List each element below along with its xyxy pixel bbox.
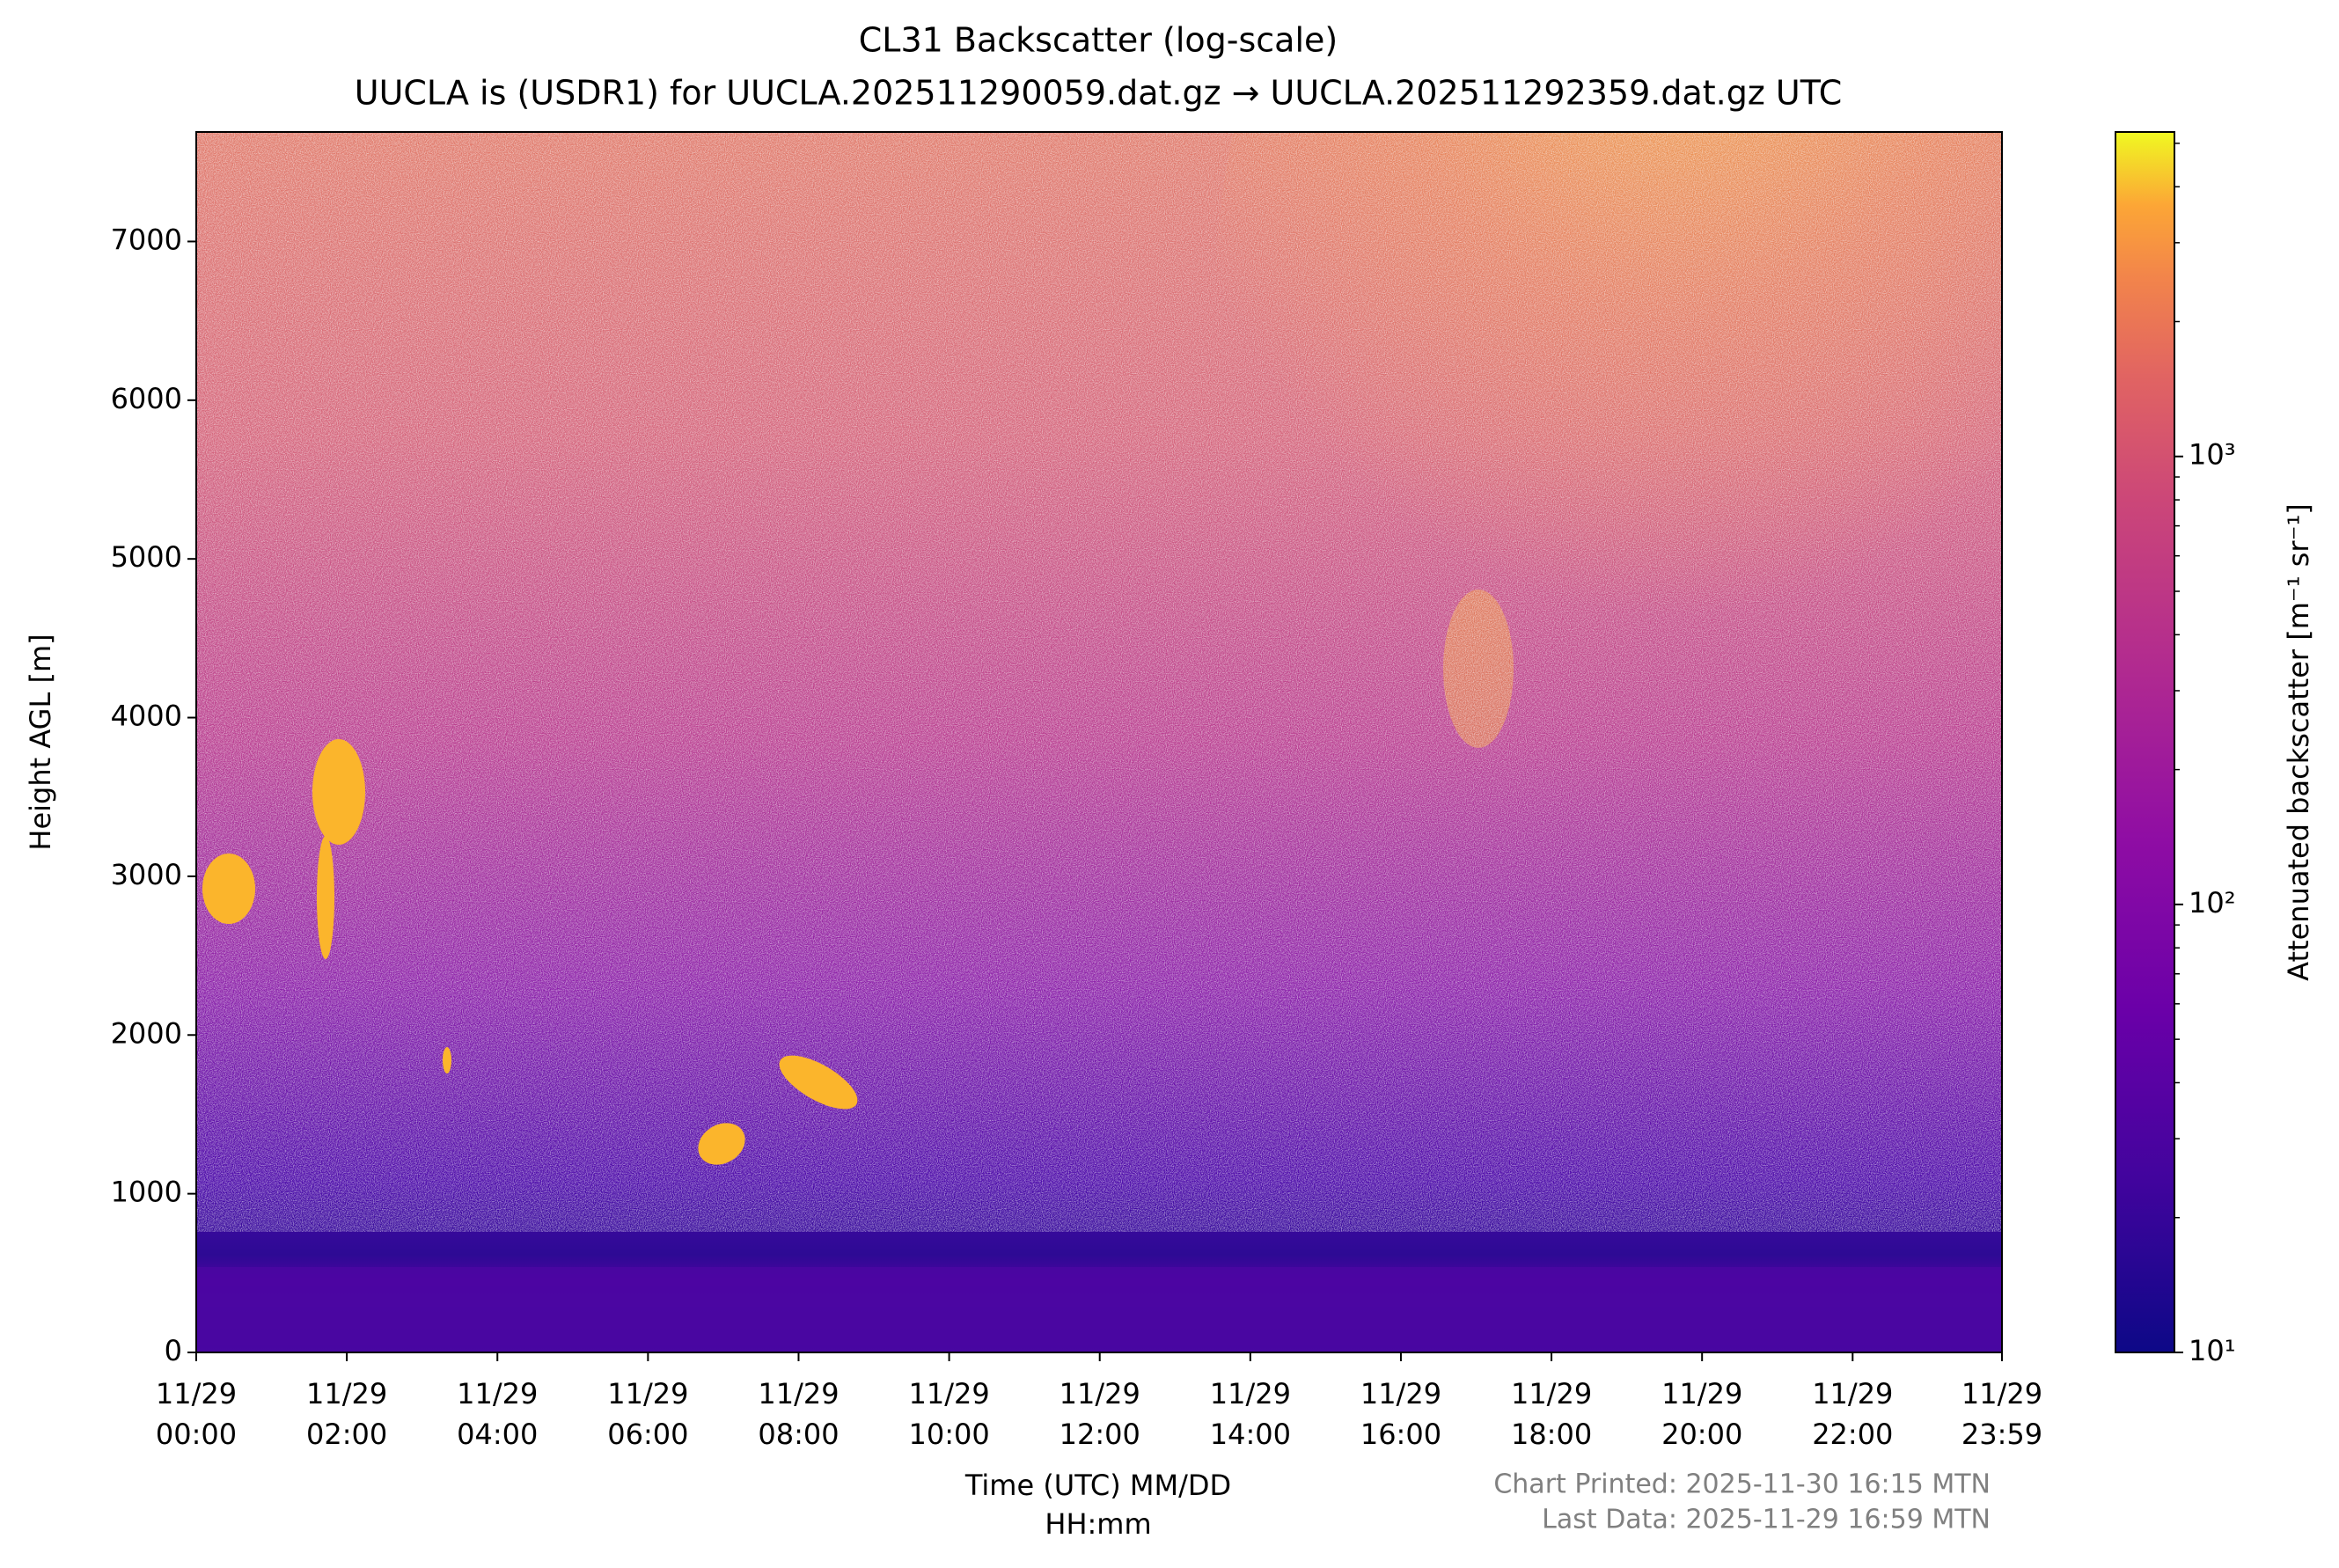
x-tick-label: 11/29 [908,1377,989,1410]
y-tick-label: 6000 [111,382,182,415]
x-axis-label: HH:mm [1045,1507,1151,1541]
x-tick-label: 11/29 [1812,1377,1893,1410]
footer-note: Chart Printed: 2025-11-30 16:15 MTN [1493,1469,1991,1500]
heatmap-image [196,132,2002,1352]
x-tick-label: 11/29 [156,1377,237,1410]
colorbar-tick-label: 10² [2189,886,2236,920]
x-tick-label: 11/29 [607,1377,688,1410]
y-tick-label: 7000 [111,223,182,256]
x-tick-label: 00:00 [156,1418,237,1451]
x-tick-label: 11/29 [457,1377,538,1410]
x-tick-label: 11/29 [1661,1377,1742,1410]
x-tick-label: 11/29 [1360,1377,1441,1410]
chart-title: UUCLA is (USDR1) for UUCLA.202511290059.… [355,74,1842,113]
x-tick-label: 11/29 [1961,1377,2042,1410]
x-tick-label: 22:00 [1812,1418,1893,1451]
y-tick-label: 2000 [111,1016,182,1050]
x-tick-label: 02:00 [306,1418,387,1451]
x-tick-label: 23:59 [1961,1418,2042,1451]
x-tick-label: 14:00 [1210,1418,1291,1451]
x-tick-label: 16:00 [1360,1418,1441,1451]
x-tick-label: 08:00 [758,1418,839,1451]
x-tick-label: 04:00 [457,1418,538,1451]
y-axis-label: Height AGL [m] [24,634,57,850]
y-tick-label: 1000 [111,1176,182,1209]
x-tick-label: 11/29 [1060,1377,1140,1410]
colorbar-label: Attenuated backscatter [m⁻¹ sr⁻¹] [2282,503,2315,981]
x-tick-label: 12:00 [1060,1418,1140,1451]
chart-title: CL31 Backscatter (log-scale) [859,21,1338,60]
x-tick-label: 11/29 [758,1377,839,1410]
colorbar-tick-label: 10¹ [2189,1334,2236,1367]
x-axis-label: Time (UTC) MM/DD [964,1469,1231,1502]
x-tick-label: 11/29 [1511,1377,1592,1410]
x-tick-label: 10:00 [908,1418,989,1451]
footer-note: Last Data: 2025-11-29 16:59 MTN [1542,1505,1991,1535]
colorbar-tick-label: 10³ [2189,438,2236,472]
x-tick-label: 20:00 [1661,1418,1742,1451]
cloud-features [202,739,858,1165]
x-tick-label: 18:00 [1511,1418,1592,1451]
y-tick-label: 3000 [111,858,182,891]
colorbar [2115,131,2175,1353]
y-tick-label: 0 [165,1334,182,1367]
x-tick-label: 11/29 [1210,1377,1291,1410]
x-tick-label: 11/29 [306,1377,387,1410]
x-tick-label: 06:00 [607,1418,688,1451]
y-tick-label: 4000 [111,700,182,733]
y-tick-label: 5000 [111,540,182,574]
